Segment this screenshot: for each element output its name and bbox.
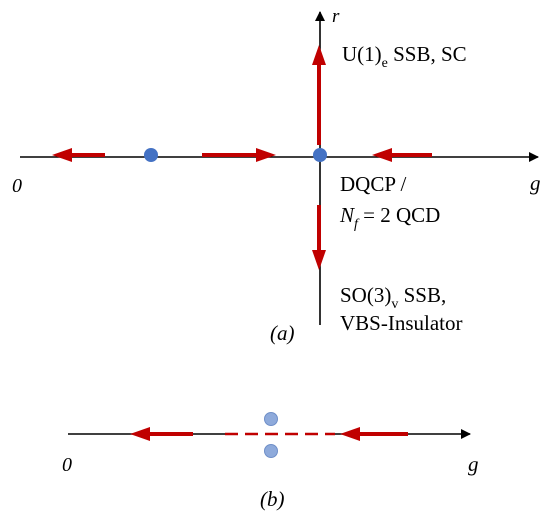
panel-b: 0 g (b) [62, 412, 479, 511]
fixed-point-left [144, 148, 158, 162]
caption-b: (b) [260, 487, 285, 511]
complex-fixed-point-upper [264, 412, 278, 426]
fixed-point-dqcp [313, 148, 327, 162]
complex-fixed-point-lower [264, 444, 278, 458]
down-phase-label: SO(3)v SSB, [340, 283, 446, 312]
nf-qcd-label: Nf = 2 QCD [339, 203, 440, 232]
g-axis-label-a: g [530, 171, 541, 195]
panel-a: r g 0 U(1)e SSB, SC DQCP / Nf = 2 QCD SO… [12, 6, 541, 345]
g-axis-label-b: g [468, 452, 479, 476]
flow-arrow-down [312, 205, 326, 270]
origin-label-b: 0 [62, 454, 72, 476]
dqcp-label: DQCP / [340, 172, 406, 196]
flow-arrow-left-inner [372, 148, 432, 162]
flow-arrow-left-b-inner [340, 427, 408, 441]
flow-arrow-up [312, 45, 326, 145]
up-phase-label: U(1)e SSB, SC [342, 42, 467, 71]
r-axis-label: r [332, 6, 340, 27]
origin-label-a: 0 [12, 175, 22, 197]
flow-arrow-left-b-outer [130, 427, 193, 441]
flow-arrow-right-middle [202, 148, 276, 162]
vbs-insulator-label: VBS-Insulator [340, 311, 463, 335]
flow-arrow-left-outer [52, 148, 105, 162]
caption-a: (a) [270, 321, 295, 345]
